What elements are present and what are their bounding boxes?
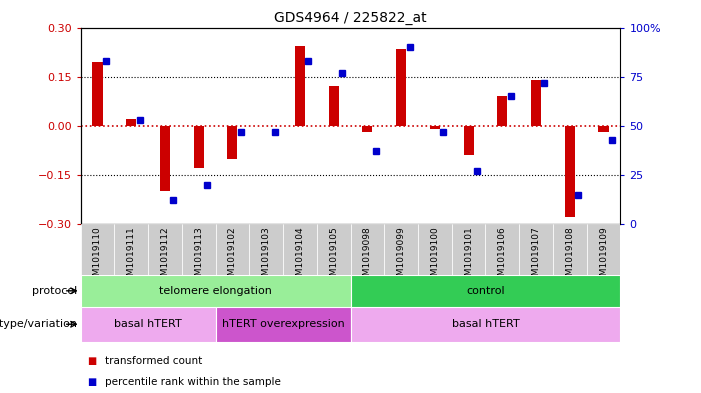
Bar xyxy=(227,126,238,158)
Bar xyxy=(362,126,372,132)
Bar xyxy=(350,307,620,342)
Bar xyxy=(384,224,418,275)
Text: GSM1019104: GSM1019104 xyxy=(295,226,304,287)
Text: GSM1019100: GSM1019100 xyxy=(430,226,440,287)
Bar xyxy=(148,224,182,275)
Bar xyxy=(519,224,553,275)
Bar xyxy=(451,224,485,275)
Bar xyxy=(81,307,216,342)
Text: GSM1019110: GSM1019110 xyxy=(93,226,102,287)
Text: GSM1019105: GSM1019105 xyxy=(329,226,338,287)
Text: GSM1019107: GSM1019107 xyxy=(531,226,540,287)
Bar xyxy=(193,126,204,168)
Bar xyxy=(463,126,474,155)
Text: GSM1019098: GSM1019098 xyxy=(363,226,372,287)
Text: GSM1019111: GSM1019111 xyxy=(127,226,136,287)
Bar xyxy=(497,96,508,126)
Text: GSM1019113: GSM1019113 xyxy=(194,226,203,287)
Bar xyxy=(485,224,519,275)
Bar xyxy=(295,46,305,126)
Text: GSM1019112: GSM1019112 xyxy=(161,226,170,287)
Bar xyxy=(553,224,587,275)
Text: protocol: protocol xyxy=(32,286,77,296)
Bar xyxy=(216,307,350,342)
Bar xyxy=(283,224,317,275)
Text: percentile rank within the sample: percentile rank within the sample xyxy=(105,377,281,387)
Bar xyxy=(418,224,451,275)
Text: GSM1019099: GSM1019099 xyxy=(397,226,406,287)
Text: GSM1019103: GSM1019103 xyxy=(261,226,271,287)
Bar xyxy=(329,86,339,126)
Text: transformed count: transformed count xyxy=(105,356,203,366)
Text: GSM1019109: GSM1019109 xyxy=(599,226,608,287)
Bar xyxy=(430,126,440,129)
Bar xyxy=(216,224,250,275)
Bar xyxy=(350,224,384,275)
Bar xyxy=(182,224,216,275)
Bar xyxy=(350,275,620,307)
Bar xyxy=(250,224,283,275)
Text: GSM1019108: GSM1019108 xyxy=(565,226,574,287)
Bar xyxy=(160,126,170,191)
Bar xyxy=(599,126,608,132)
Text: GSM1019102: GSM1019102 xyxy=(228,226,237,287)
Bar xyxy=(587,224,620,275)
Text: genotype/variation: genotype/variation xyxy=(0,319,77,329)
Title: GDS4964 / 225822_at: GDS4964 / 225822_at xyxy=(274,11,427,25)
Text: basal hTERT: basal hTERT xyxy=(451,319,519,329)
Text: ■: ■ xyxy=(88,377,97,387)
Text: GSM1019101: GSM1019101 xyxy=(464,226,473,287)
Text: basal hTERT: basal hTERT xyxy=(114,319,182,329)
Bar xyxy=(531,80,541,126)
Text: telomere elongation: telomere elongation xyxy=(159,286,272,296)
Text: hTERT overexpression: hTERT overexpression xyxy=(222,319,344,329)
Bar xyxy=(126,119,136,126)
Bar xyxy=(93,62,102,126)
Bar xyxy=(396,49,406,126)
Bar xyxy=(81,275,350,307)
Bar xyxy=(317,224,350,275)
Bar xyxy=(81,224,114,275)
Bar xyxy=(114,224,148,275)
Text: ■: ■ xyxy=(88,356,97,366)
Text: control: control xyxy=(466,286,505,296)
Bar xyxy=(565,126,575,217)
Text: GSM1019106: GSM1019106 xyxy=(498,226,507,287)
